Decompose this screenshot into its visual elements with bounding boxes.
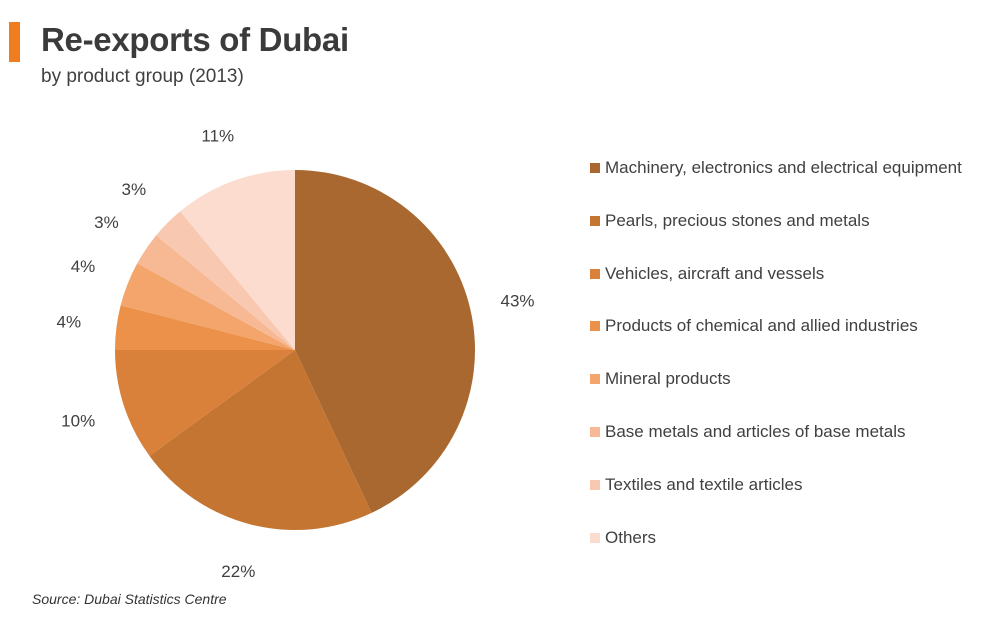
- legend-label: Pearls, precious stones and metals: [605, 210, 870, 230]
- legend-swatch: [590, 374, 600, 385]
- title-accent-bar: [9, 22, 20, 62]
- legend-item: Products of chemical and allied industri…: [590, 315, 918, 337]
- pie-slice: [137, 235, 295, 350]
- legend-item: Base metals and articles of base metals: [590, 421, 905, 443]
- legend-label: Base metals and articles of base metals: [605, 422, 906, 441]
- slice-data-label: 4%: [57, 312, 82, 331]
- pie-slice: [115, 305, 295, 350]
- legend-item: Machinery, electronics and electrical eq…: [590, 157, 962, 179]
- slice-data-label: 11%: [201, 127, 234, 146]
- legend-item: Mineral products: [590, 368, 731, 390]
- legend-label: Mineral products: [605, 369, 731, 389]
- pie-slice: [115, 350, 295, 456]
- pie-slice: [120, 263, 295, 350]
- legend-swatch: [590, 532, 600, 543]
- legend-swatch: [590, 321, 600, 332]
- legend-item: Textiles and textile articles: [590, 474, 802, 496]
- legend-label: Products of chemical and allied industri…: [605, 316, 918, 336]
- slice-data-label: 10%: [61, 412, 95, 431]
- legend-item: Pearls, precious stones and metals: [590, 210, 870, 232]
- pie-slice: [180, 170, 295, 350]
- legend-item: Vehicles, aircraft and vessels: [590, 263, 824, 285]
- legend-swatch: [590, 479, 600, 490]
- slice-data-label: 43%: [500, 291, 534, 310]
- legend-swatch: [590, 163, 600, 173]
- chart-title: Re-exports of Dubai: [41, 21, 349, 58]
- legend-label: Vehicles, aircraft and vessels: [605, 263, 825, 283]
- legend-item: Others: [590, 527, 656, 549]
- source-note: Source: Dubai Statistics Centre: [32, 591, 227, 607]
- legend-label: Textiles and textile articles: [605, 474, 803, 494]
- legend-swatch: [590, 268, 600, 279]
- slice-data-label: 3%: [94, 213, 119, 232]
- slice-data-label: 3%: [122, 180, 147, 199]
- pie-slice: [156, 211, 295, 350]
- pie-slice: [295, 170, 476, 513]
- pie-slice: [149, 350, 372, 530]
- legend-swatch: [590, 427, 600, 437]
- legend-label: Others: [605, 527, 657, 547]
- legend-label: Machinery, electronics and electrical eq…: [605, 158, 962, 177]
- chart-subtitle: by product group (2013): [41, 66, 244, 87]
- slice-data-label: 4%: [71, 257, 96, 276]
- legend-swatch: [590, 215, 600, 226]
- slice-data-label: 22%: [221, 562, 255, 581]
